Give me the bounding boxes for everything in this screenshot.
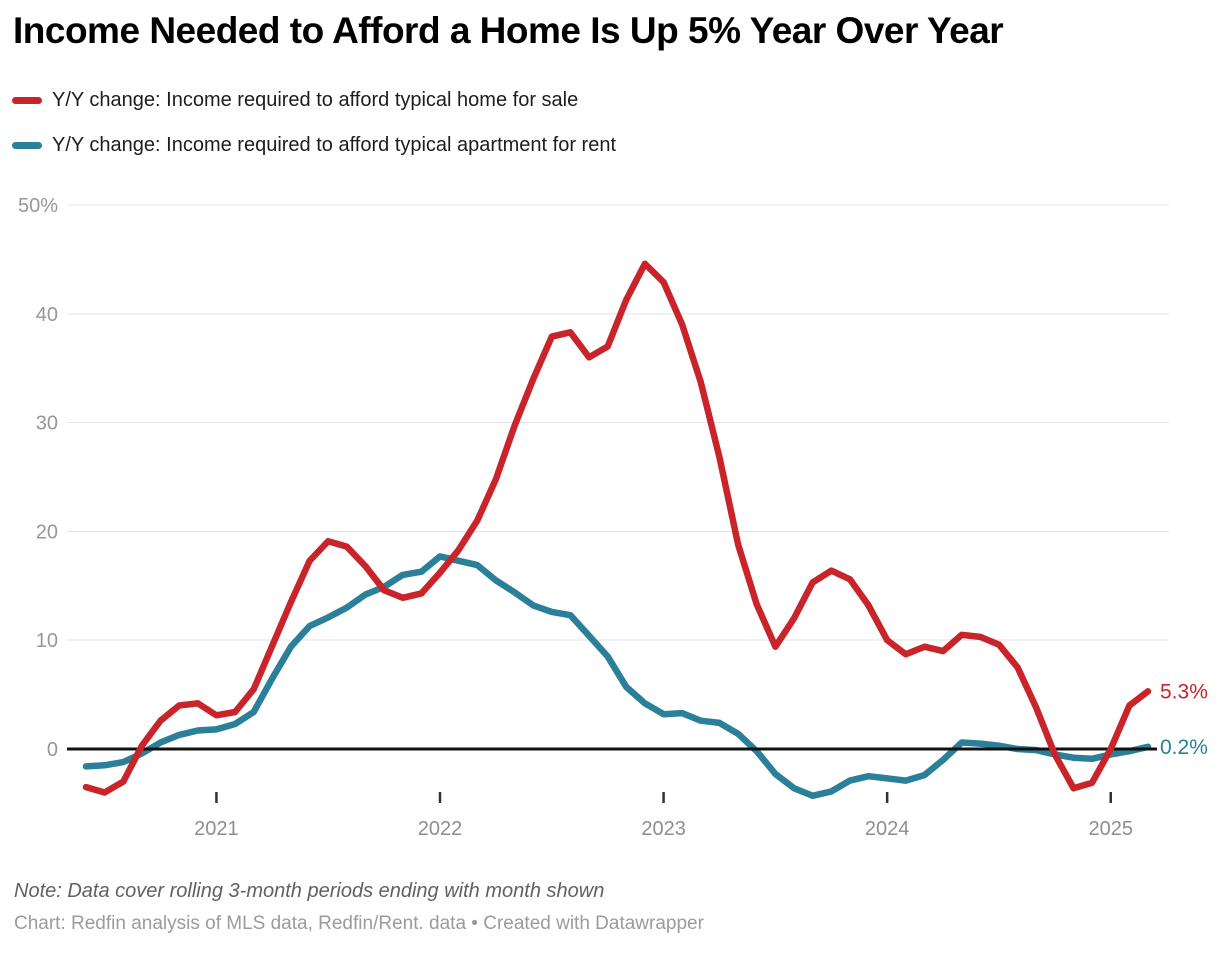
series-line-home-sale bbox=[82, 260, 1152, 796]
chart-title: Income Needed to Afford a Home Is Up 5% … bbox=[13, 10, 1004, 51]
x-axis-tick-label: 2024 bbox=[865, 818, 910, 840]
legend-label-apartment-rent: Y/Y change: Income required to afford ty… bbox=[52, 134, 617, 156]
home-sale-line-swatch-icon bbox=[12, 97, 42, 104]
series-end-label-home-sale: 5.3% bbox=[1160, 681, 1208, 704]
x-axis-tick-label: 2025 bbox=[1088, 818, 1133, 840]
note-text: Note: Data cover rolling 3-month periods… bbox=[14, 880, 605, 902]
series-end-label-apartment-rent: 0.2% bbox=[1160, 736, 1208, 759]
y-axis-tick-label: 20 bbox=[36, 521, 58, 543]
x-axis-tick-label: 2023 bbox=[641, 818, 686, 840]
legend-item-apartment-rent: Y/Y change: Income required to afford ty… bbox=[12, 134, 616, 157]
y-axis-tick-label: 30 bbox=[36, 413, 58, 435]
y-axis-tick-label: 40 bbox=[36, 304, 58, 326]
credit-text: Chart: Redfin analysis of MLS data, Redf… bbox=[14, 913, 704, 934]
x-axis-tick-label: 2022 bbox=[418, 818, 463, 840]
series-line-apartment-rent bbox=[82, 553, 1152, 800]
y-axis-tick-label: 10 bbox=[36, 630, 58, 652]
legend-label-home-sale: Y/Y change: Income required to afford ty… bbox=[52, 89, 579, 111]
y-axis-tick-label: 50% bbox=[18, 195, 58, 217]
legend-item-home-sale: Y/Y change: Income required to afford ty… bbox=[12, 89, 578, 112]
x-axis-tick-label: 2021 bbox=[194, 818, 239, 840]
apartment-rent-line-swatch-icon bbox=[12, 142, 42, 149]
y-axis-tick-label: 0 bbox=[47, 739, 58, 761]
